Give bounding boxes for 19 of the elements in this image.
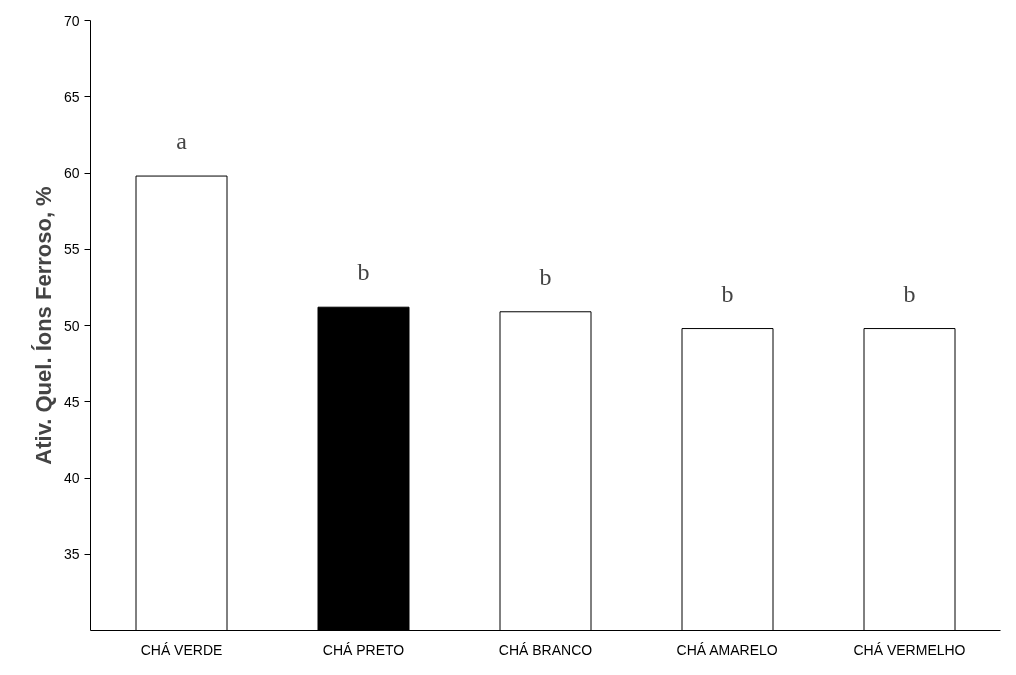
- annotation: b: [539, 263, 552, 290]
- x-tick-label: CHÁ AMARELO: [676, 641, 778, 658]
- x-tick-label: CHÁ VERMELHO: [853, 641, 966, 658]
- annotation: b: [903, 280, 916, 307]
- y-tick-label: 55: [63, 241, 80, 258]
- x-tick-label: CHÁ VERDE: [140, 641, 223, 658]
- y-axis-title: Ativ. Quel. Íons Ferroso, %: [30, 186, 56, 465]
- x-tick-label: CHÁ BRANCO: [498, 641, 593, 658]
- y-tick-label: 65: [63, 88, 80, 105]
- annotation: b: [721, 280, 734, 307]
- y-tick-label: 70: [63, 12, 80, 29]
- annotation: b: [357, 259, 370, 286]
- y-tick-label: 35: [63, 546, 80, 563]
- annotation: a: [176, 128, 188, 155]
- y-tick-label: 50: [63, 317, 80, 334]
- y-tick-label: 45: [63, 393, 80, 410]
- x-tick-label: CHÁ PRETO: [322, 641, 405, 658]
- y-tick-label: 60: [63, 165, 80, 181]
- y-tick-label: 40: [63, 470, 80, 486]
